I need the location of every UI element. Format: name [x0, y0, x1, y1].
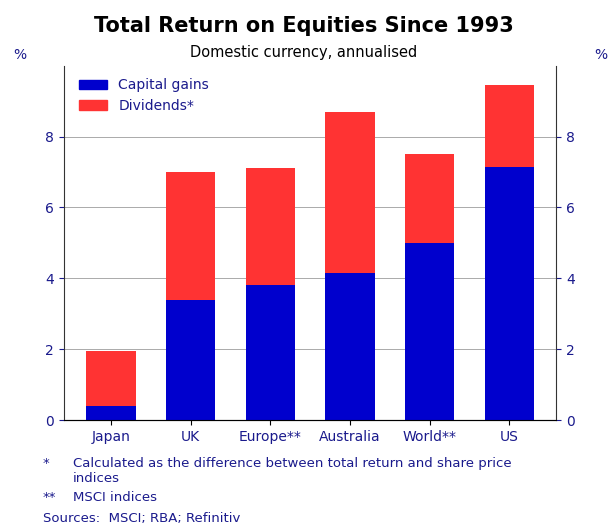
- Bar: [166, 172, 215, 299]
- Text: Total Return on Equities Since 1993: Total Return on Equities Since 1993: [94, 16, 514, 36]
- Text: %: %: [594, 48, 607, 62]
- Text: MSCI indices: MSCI indices: [73, 491, 157, 504]
- Bar: [325, 112, 375, 273]
- Text: Sources:  MSCI; RBA; Refinitiv: Sources: MSCI; RBA; Refinitiv: [43, 512, 240, 525]
- Bar: [405, 243, 454, 420]
- Text: *: *: [43, 457, 49, 470]
- Bar: [166, 299, 215, 420]
- Bar: [86, 351, 136, 406]
- Bar: [325, 273, 375, 420]
- Text: **: **: [43, 491, 56, 504]
- Bar: [246, 169, 295, 286]
- Text: Calculated as the difference between total return and share price
indices: Calculated as the difference between tot…: [73, 457, 511, 485]
- Bar: [485, 166, 534, 420]
- Bar: [246, 286, 295, 420]
- Text: %: %: [13, 48, 26, 62]
- Bar: [485, 85, 534, 166]
- Text: Domestic currency, annualised: Domestic currency, annualised: [190, 45, 418, 60]
- Legend: Capital gains, Dividends*: Capital gains, Dividends*: [74, 73, 215, 119]
- Bar: [405, 154, 454, 243]
- Bar: [86, 406, 136, 420]
